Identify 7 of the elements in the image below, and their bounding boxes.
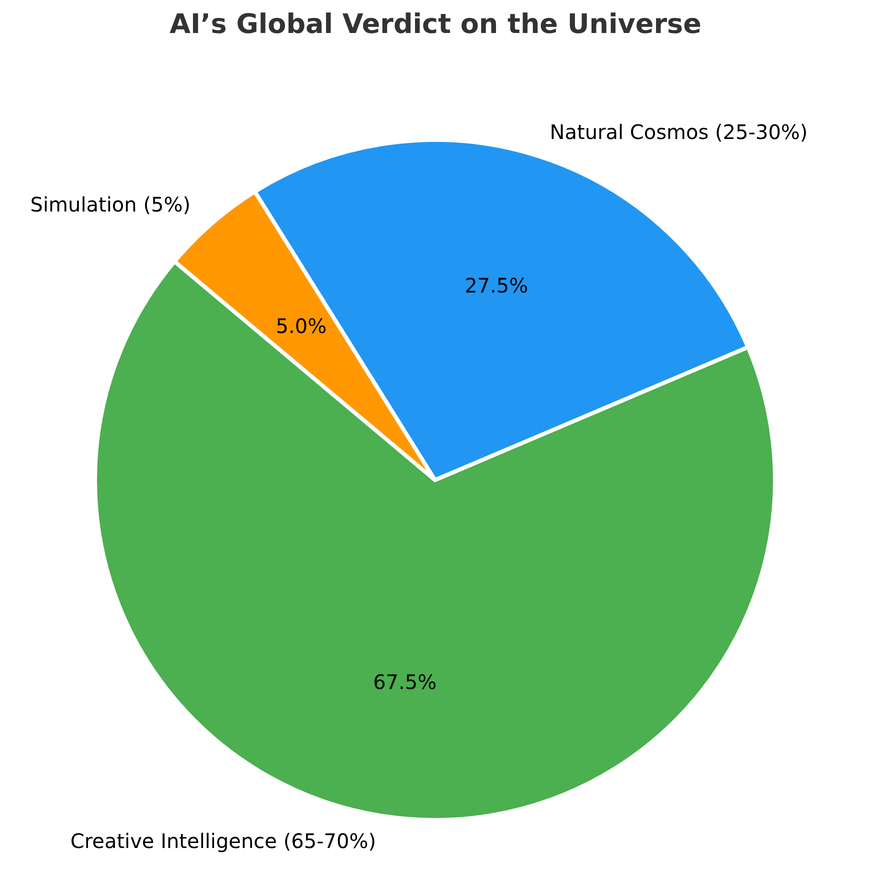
slice-label: Creative Intelligence (65-70%) [70, 828, 376, 853]
slice-label: Natural Cosmos (25-30%) [550, 120, 808, 144]
data-label: 27.5% [464, 273, 528, 298]
data-label: 67.5% [373, 670, 437, 694]
data-label: 5.0% [276, 314, 327, 338]
chart-title: AI’s Global Verdict on the Universe [170, 9, 702, 40]
slice-label: Simulation (5%) [30, 192, 191, 217]
